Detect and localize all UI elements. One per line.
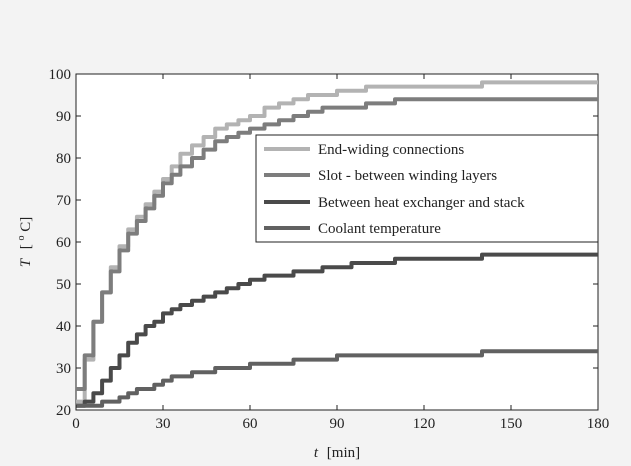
x-tick-label: 0 [72,416,80,432]
series-line-coolant [76,349,598,408]
y-axis-symbol: T [18,257,34,267]
x-tick-label: 120 [413,416,436,432]
legend: End-widing connections Slot - between wi… [255,134,599,243]
legend-label-end-winding: End-widing connections [318,142,464,158]
y-tick-label: 70 [56,193,71,209]
legend-label-coolant: Coolant temperature [318,221,441,237]
y-axis-unit-open: [ [18,244,34,249]
y-tick-label: 20 [56,403,71,419]
x-tick-label: 60 [243,416,258,432]
x-tick-label: 90 [330,416,345,432]
y-tick-label: 50 [56,277,71,293]
ticks-layer: 0 30 60 90 120 150 180 20 30 40 50 60 70 80 90 100 [49,67,610,432]
x-tick-label: 30 [156,416,171,432]
y-tick-label: 80 [56,151,71,167]
y-tick-label: 100 [49,67,72,83]
x-axis-unit: [min] [327,445,360,461]
legend-label-slot: Slot - between winding layers [318,168,497,184]
x-tick-label: 180 [587,416,610,432]
series-line-slot [76,97,598,391]
legend-box [255,134,599,243]
y-axis-label: T [ o C] [12,217,34,268]
y-axis-unit-sup: o [16,235,27,240]
x-axis-symbol: t [314,445,319,461]
series-line-end-winding [76,80,598,404]
y-tick-label: 40 [56,319,71,335]
y-tick-label: 60 [56,235,71,251]
y-tick-label: 30 [56,361,71,377]
x-tick-label: 150 [500,416,523,432]
x-axis-label: t [min] [314,445,360,461]
series-line-heat-exchanger [76,252,598,408]
legend-label-heat-exchanger: Between heat exchanger and stack [318,195,525,211]
y-tick-label: 90 [56,109,71,125]
y-axis-unit-main: C] [18,217,34,232]
series-layer [76,80,598,408]
